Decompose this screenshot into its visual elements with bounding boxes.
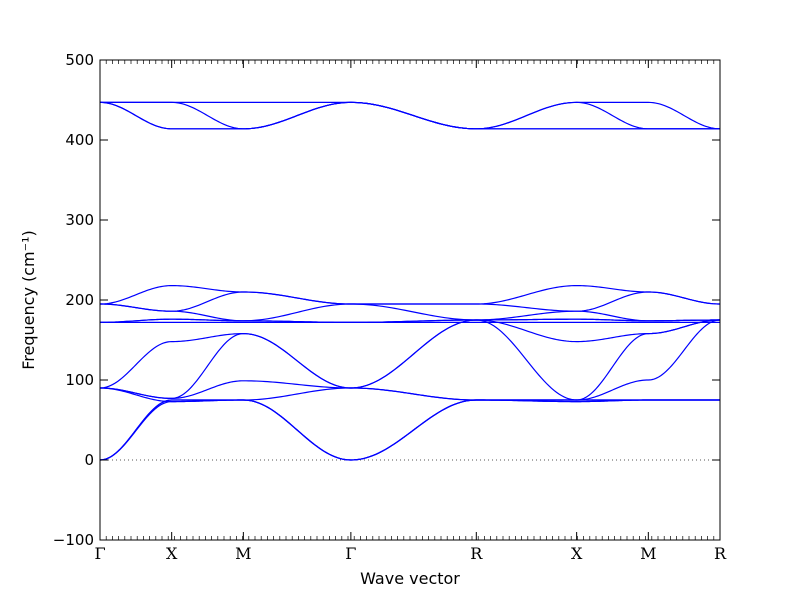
band-line-13 [99,284,721,305]
band-line-5 [99,319,721,401]
y-axis-label: Frequency (cm⁻¹) [19,230,38,369]
y-tick-label: 400 [65,131,94,149]
x-axis-label: Wave vector [360,569,460,588]
band-line-1 [99,399,720,461]
plot-frame [99,59,721,541]
band-line-6 [99,319,721,389]
band-line-15 [99,101,720,130]
x-tick-label: R [714,544,727,563]
y-tick-label: 200 [65,291,94,309]
y-tick-label: 0 [84,451,94,469]
y-tick-label: 500 [65,51,94,69]
x-tick-label: X [166,544,178,563]
y-tick-label: 300 [65,211,94,229]
x-tick-label: M [640,544,656,563]
y-tick-label: 100 [65,371,94,389]
band-line-16 [100,101,720,130]
x-tick-label: Γ [94,544,105,563]
band-line-2 [99,399,720,461]
band-line-3 [99,399,720,461]
x-tick-label: Γ [345,544,356,563]
band-line-14 [99,101,720,130]
x-tick-label: M [235,544,251,563]
band-line-11 [99,303,720,322]
axes-layer [99,59,721,541]
band-series-layer [99,101,721,461]
band-line-7 [99,319,721,401]
band-line-17 [100,101,721,130]
x-tick-label: X [571,544,583,563]
band-line-12 [99,291,721,312]
labels-layer: Wave vector Frequency (cm⁻¹) −100 0 100 200… [19,51,727,588]
y-tick-label: −100 [53,531,94,549]
x-tick-label: R [470,544,483,563]
